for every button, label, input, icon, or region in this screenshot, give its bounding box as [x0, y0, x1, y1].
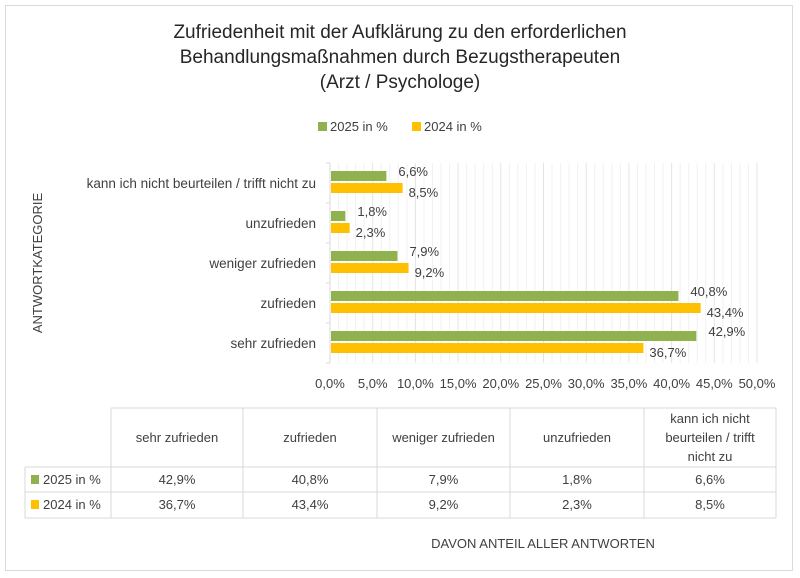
x-axis-title: DAVON ANTEIL ALLER ANTWORTEN [431, 536, 655, 551]
y-category-label: unzufrieden [245, 216, 316, 231]
x-tick-label: 35,0% [610, 376, 647, 391]
legend-swatch [412, 122, 421, 131]
legend-label: 2025 in % [330, 119, 388, 134]
bar-2025 [331, 171, 387, 181]
table-cell: 9,2% [429, 497, 459, 512]
table-cell: 1,8% [562, 472, 592, 487]
bar-data-label: 2,3% [356, 225, 386, 240]
bar-2024 [331, 343, 644, 353]
table-header-cell: kann ich nicht beurteilen / trifft nicht z… [665, 411, 755, 464]
y-axis-title: ANTWORTKATEGORIE [30, 192, 45, 333]
chart-frame [5, 5, 793, 571]
chart-title-line: Behandlungsmaßnahmen durch Bezugstherape… [180, 47, 620, 68]
bar-2025 [331, 291, 679, 301]
bar-2024 [331, 223, 350, 233]
bar-2025 [331, 331, 697, 341]
y-category-label: weniger zufrieden [208, 256, 316, 271]
table-cell: 8,5% [695, 497, 725, 512]
bar-2025 [331, 211, 346, 221]
table-header-cell: unzufrieden [543, 430, 611, 445]
y-category-label: sehr zufrieden [230, 336, 316, 351]
x-tick-label: 15,0% [440, 376, 477, 391]
y-category-label: zufrieden [260, 296, 316, 311]
table-cell: 43,4% [292, 497, 329, 512]
table-cell: 7,9% [429, 472, 459, 487]
y-category-label: kann ich nicht beurteilen / trifft nicht… [87, 176, 316, 191]
x-tick-label: 45,0% [696, 376, 733, 391]
x-tick-label: 5,0% [358, 376, 388, 391]
table-legend-swatch [31, 500, 39, 509]
legend-label: 2024 in % [424, 119, 482, 134]
table-cell: 42,9% [159, 472, 196, 487]
bar-2024 [331, 303, 701, 313]
x-tick-label: 30,0% [568, 376, 605, 391]
bar-data-label: 6,6% [398, 164, 428, 179]
x-tick-label: 25,0% [525, 376, 562, 391]
x-tick-label: 0,0% [315, 376, 345, 391]
table-cell: 6,6% [695, 472, 725, 487]
legend-swatch [318, 122, 327, 131]
table-header-cell: weniger zufrieden [391, 430, 495, 445]
table-legend-swatch [31, 475, 39, 484]
x-tick-label: 10,0% [397, 376, 434, 391]
bar-data-label: 1,8% [357, 204, 387, 219]
table-cell: 2,3% [562, 497, 592, 512]
bar-data-label: 42,9% [708, 324, 745, 339]
chart-title-line: (Arzt / Psychologe) [320, 72, 481, 93]
x-tick-label: 20,0% [482, 376, 519, 391]
table-row-label: 2025 in % [43, 472, 101, 487]
bar-data-label: 36,7% [649, 345, 686, 360]
bar-2025 [331, 251, 398, 261]
table-cell: 40,8% [292, 472, 329, 487]
bar-data-label: 40,8% [690, 284, 727, 299]
table-header-cell: zufrieden [283, 430, 336, 445]
bar-data-label: 9,2% [415, 265, 445, 280]
bar-data-label: 7,9% [409, 244, 439, 259]
table-cell: 36,7% [159, 497, 196, 512]
bar-data-label: 43,4% [707, 305, 744, 320]
bar-2024 [331, 183, 403, 193]
chart-title-line: Zufriedenheit mit der Aufklärung zu den … [173, 22, 626, 43]
x-tick-label: 40,0% [653, 376, 690, 391]
bar-data-label: 8,5% [409, 185, 439, 200]
table-header-cell: sehr zufrieden [136, 430, 218, 445]
x-tick-label: 50,0% [739, 376, 776, 391]
table-row-label: 2024 in % [43, 497, 101, 512]
bar-2024 [331, 263, 409, 273]
